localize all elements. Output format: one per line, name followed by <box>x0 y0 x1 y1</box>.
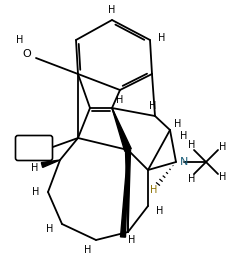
Text: N: N <box>180 157 188 167</box>
Polygon shape <box>112 108 131 151</box>
Text: H: H <box>158 33 166 43</box>
Text: O: O <box>22 49 31 59</box>
Polygon shape <box>126 150 130 232</box>
FancyBboxPatch shape <box>15 136 53 161</box>
Text: H: H <box>156 206 164 216</box>
Text: H: H <box>116 95 124 105</box>
Text: H: H <box>32 187 40 197</box>
Polygon shape <box>41 160 60 168</box>
Text: H: H <box>219 142 227 152</box>
Text: H: H <box>149 101 157 111</box>
Text: Abs: Abs <box>25 143 43 153</box>
Text: H: H <box>219 172 227 182</box>
Text: H: H <box>108 5 116 15</box>
Text: H: H <box>46 224 54 234</box>
Text: H: H <box>150 185 158 195</box>
Polygon shape <box>121 150 128 237</box>
Text: H: H <box>188 174 196 184</box>
Text: H: H <box>180 131 188 141</box>
Text: H: H <box>174 119 182 129</box>
Text: H: H <box>31 163 39 173</box>
Text: H: H <box>188 140 196 150</box>
Text: H: H <box>16 35 23 45</box>
Text: H: H <box>128 235 136 245</box>
Text: H: H <box>84 245 92 255</box>
